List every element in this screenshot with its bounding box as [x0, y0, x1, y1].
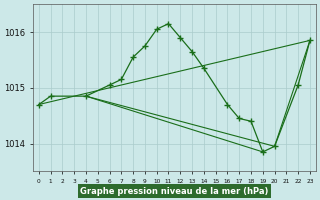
X-axis label: Graphe pression niveau de la mer (hPa): Graphe pression niveau de la mer (hPa)	[80, 187, 268, 196]
